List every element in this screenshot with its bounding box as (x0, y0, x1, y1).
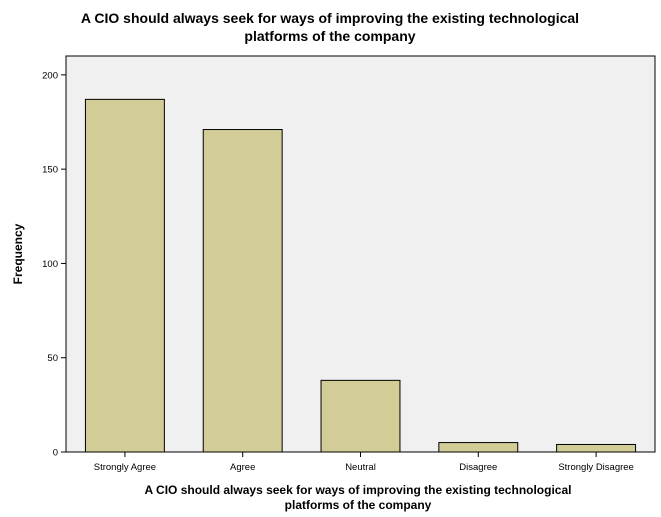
chart-title-line-2: platforms of the company (244, 28, 415, 44)
y-axis-ticks: 0 50 100 150 200 (42, 70, 66, 459)
x-axis-label-line-2: platforms of the company (285, 498, 432, 512)
y-tick-label: 0 (53, 448, 58, 459)
chart-title-line-1: A CIO should always seek for ways of imp… (81, 10, 579, 26)
bars-group (84, 98, 637, 453)
bar-disagree (438, 442, 519, 453)
bar-neutral (320, 379, 401, 453)
bar-strongly-disagree (556, 443, 637, 453)
x-tick-label: Strongly Disagree (558, 462, 634, 473)
x-tick-label: Neutral (345, 462, 376, 473)
y-tick-label: 150 (42, 165, 58, 176)
x-tick-label: Strongly Agree (94, 462, 156, 473)
x-tick-label: Agree (230, 462, 255, 473)
x-axis-label-line-1: A CIO should always seek for ways of imp… (145, 483, 572, 497)
y-tick-label: 50 (47, 353, 58, 364)
y-tick-label: 200 (42, 70, 58, 81)
y-tick-label: 100 (42, 259, 58, 270)
bar-strongly-agree (84, 98, 165, 453)
y-axis-label: Frequency (11, 223, 25, 284)
bar-agree (202, 129, 283, 453)
x-tick-label: Disagree (459, 462, 497, 473)
x-axis-ticks: Strongly Agree Agree Neutral Disagree Strong… (94, 452, 634, 473)
